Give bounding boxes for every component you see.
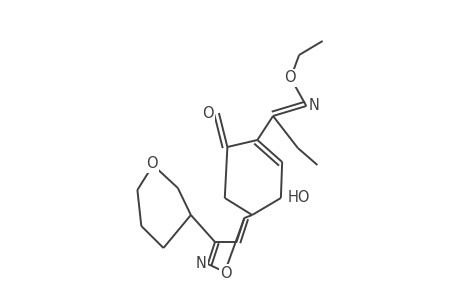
Text: N: N — [195, 256, 206, 272]
Text: O: O — [220, 266, 231, 280]
Text: O: O — [284, 70, 295, 86]
Text: O: O — [146, 157, 157, 172]
Text: N: N — [308, 98, 319, 113]
Text: HO: HO — [287, 190, 309, 206]
Text: O: O — [202, 106, 213, 121]
